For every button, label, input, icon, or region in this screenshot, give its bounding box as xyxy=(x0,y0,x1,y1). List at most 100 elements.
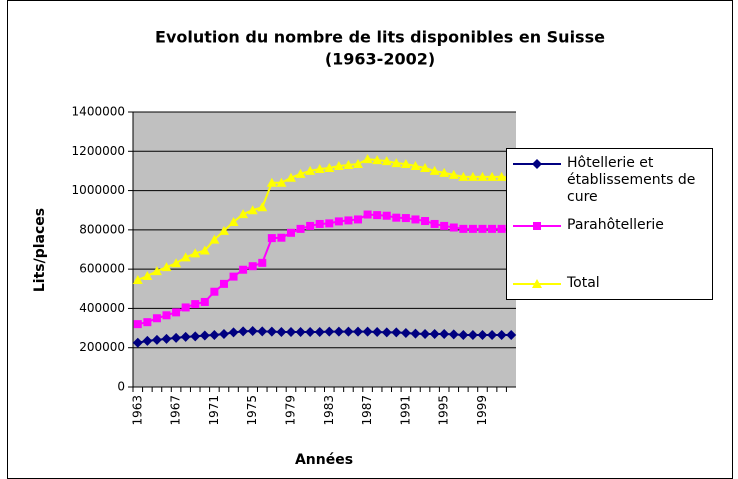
plot-area xyxy=(133,112,516,387)
marker xyxy=(190,331,201,342)
marker xyxy=(276,177,287,187)
y-tick-label: 600000 xyxy=(79,262,125,276)
marker xyxy=(362,154,373,164)
marker xyxy=(449,223,458,232)
x-tick-label: 1963 xyxy=(130,395,144,426)
marker xyxy=(142,335,153,346)
marker xyxy=(238,326,249,337)
marker xyxy=(410,328,421,339)
marker xyxy=(468,224,477,233)
y-tick-label: 1400000 xyxy=(72,105,125,119)
marker xyxy=(448,169,459,179)
marker xyxy=(487,171,498,181)
series-line xyxy=(137,213,512,326)
marker xyxy=(267,234,276,243)
marker xyxy=(218,225,229,235)
x-tick-label: 1987 xyxy=(360,395,374,426)
marker xyxy=(228,217,239,226)
marker xyxy=(477,171,488,181)
marker xyxy=(487,329,498,340)
marker xyxy=(248,262,257,271)
marker xyxy=(238,209,249,219)
marker xyxy=(488,224,497,233)
marker xyxy=(200,297,209,306)
marker xyxy=(210,287,219,296)
y-tick-label: 800000 xyxy=(79,222,125,236)
marker xyxy=(333,161,344,171)
marker xyxy=(162,311,171,320)
marker xyxy=(295,327,306,337)
marker xyxy=(477,329,488,340)
marker xyxy=(152,314,161,323)
marker xyxy=(247,326,258,337)
marker xyxy=(344,216,353,225)
marker xyxy=(258,258,267,267)
x-tick-label: 1979 xyxy=(283,395,297,426)
marker xyxy=(400,327,411,338)
x-axis-title: Années xyxy=(295,452,353,468)
marker xyxy=(343,160,354,170)
marker xyxy=(180,252,191,262)
marker xyxy=(151,334,162,345)
marker xyxy=(533,222,541,230)
legend-swatch xyxy=(513,159,561,169)
legend-label: Hôtellerie et établissements de cure xyxy=(567,155,696,205)
marker xyxy=(295,168,306,178)
y-axis-title: Lits/places xyxy=(32,208,48,292)
marker xyxy=(497,224,506,233)
marker xyxy=(478,224,487,233)
chart-title: (1963-2002) xyxy=(325,50,435,69)
marker xyxy=(459,224,468,233)
marker xyxy=(467,329,478,340)
marker xyxy=(315,219,324,228)
marker xyxy=(285,172,296,182)
marker xyxy=(324,326,335,337)
legend-swatch xyxy=(513,222,561,230)
marker xyxy=(467,171,478,181)
marker xyxy=(401,214,410,223)
marker xyxy=(133,320,142,329)
x-tick-label: 1971 xyxy=(207,395,221,426)
marker xyxy=(285,327,296,337)
marker xyxy=(132,337,143,348)
marker xyxy=(314,163,325,173)
marker xyxy=(391,158,402,168)
marker xyxy=(296,224,305,233)
marker xyxy=(277,233,286,242)
marker xyxy=(363,210,372,219)
chart-title: Evolution du nombre de lits disponibles … xyxy=(155,28,605,47)
marker xyxy=(532,159,542,169)
x-tick-label: 1991 xyxy=(398,395,412,426)
marker xyxy=(439,328,450,339)
y-tick-label: 400000 xyxy=(79,301,125,315)
marker xyxy=(496,171,507,181)
marker xyxy=(132,274,143,284)
marker xyxy=(180,331,191,342)
marker xyxy=(421,217,430,226)
marker xyxy=(171,332,182,343)
marker xyxy=(381,327,392,338)
legend-label: Total xyxy=(567,275,600,291)
marker xyxy=(372,327,383,337)
marker xyxy=(439,167,450,177)
marker xyxy=(430,219,439,228)
marker xyxy=(209,234,220,244)
marker xyxy=(333,326,344,337)
legend-swatch xyxy=(513,279,561,288)
y-tick-label: 1200000 xyxy=(72,144,125,158)
marker xyxy=(142,271,153,281)
marker xyxy=(372,155,383,165)
marker xyxy=(343,326,354,337)
marker xyxy=(362,326,373,337)
marker xyxy=(373,211,382,220)
marker xyxy=(199,330,210,341)
marker xyxy=(171,258,182,268)
marker xyxy=(151,266,162,276)
marker xyxy=(392,213,401,222)
marker xyxy=(353,159,364,169)
marker xyxy=(411,215,420,224)
marker xyxy=(209,329,220,340)
marker xyxy=(429,165,440,175)
marker xyxy=(420,328,431,339)
